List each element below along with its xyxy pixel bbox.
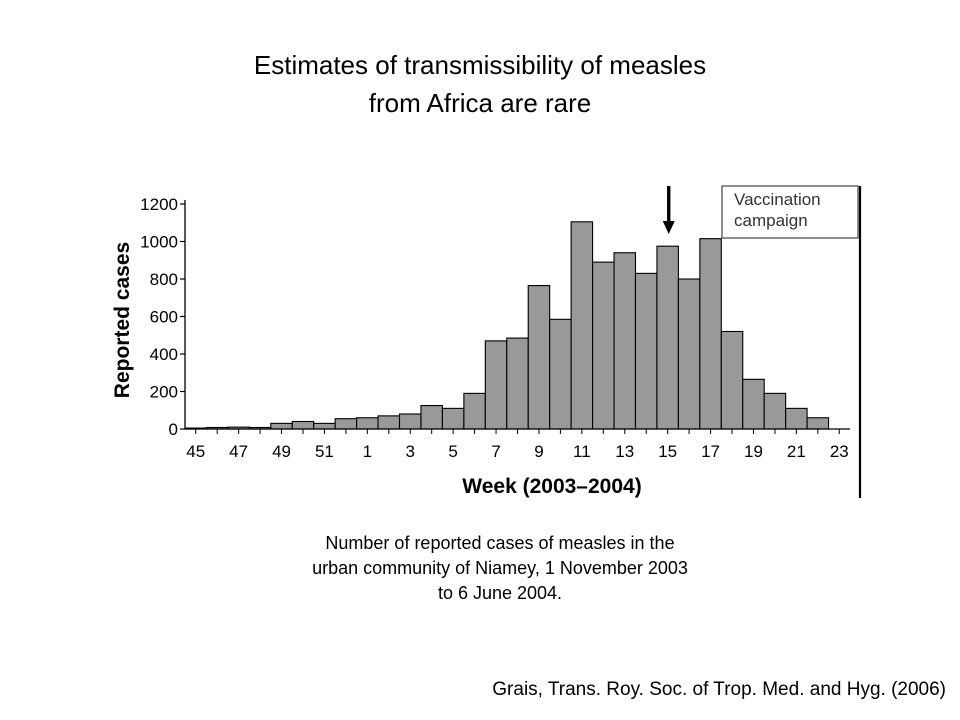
caption-line-1: Number of reported cases of measles in t… [325, 533, 675, 553]
bar-week-14 [634, 272, 658, 430]
x-tick-label: 5 [448, 442, 457, 461]
bar-week-50 [291, 420, 315, 430]
x-tick-label: 23 [830, 442, 849, 461]
vaccination-label-line-2: campaign [734, 211, 808, 230]
bar-week-51 [313, 422, 336, 430]
y-tick-label: 400 [150, 345, 178, 364]
x-tick-label: 19 [744, 442, 763, 461]
y-tick-label: 200 [150, 383, 178, 402]
x-tick-label: 7 [491, 442, 500, 461]
x-tick-label: 47 [229, 442, 248, 461]
y-tick-label: 800 [150, 270, 178, 289]
plot-area [184, 221, 830, 430]
caption-line-2: urban community of Niamey, 1 November 20… [312, 558, 688, 578]
y-tick-label: 1200 [140, 195, 178, 214]
slide-title-line-2: from Africa are rare [368, 88, 592, 118]
bar-week-17 [699, 238, 722, 430]
bar-week-2 [377, 415, 401, 430]
x-tick-label: 51 [315, 442, 334, 461]
bar-week-6 [463, 392, 486, 430]
bar-week-16 [677, 278, 701, 430]
y-tick-label: 0 [169, 420, 178, 439]
y-axis-label: Reported cases [111, 242, 134, 398]
figure-caption: Number of reported cases of measles in t… [230, 531, 770, 606]
slide-title: Estimates of transmissibility of measles… [0, 46, 960, 122]
x-tick-label: 13 [615, 442, 634, 461]
bar-week-1 [356, 417, 379, 430]
slide-title-line-1: Estimates of transmissibility of measles [253, 50, 707, 80]
y-tick-label: 1000 [140, 233, 178, 252]
x-tick-label: 21 [787, 442, 806, 461]
bar-week-15 [656, 245, 679, 430]
bar-week-20 [763, 392, 787, 430]
vaccination-arrow-head [662, 221, 675, 234]
bar-week-19 [742, 378, 765, 430]
bar-week-22 [806, 417, 830, 430]
bar-week-8 [506, 337, 529, 430]
bar-week-4 [420, 405, 443, 430]
reported-cases-chart: 0 200 400 600 800 1000 1200 45 47 49 51 1 3 5 7 9 11 13 1… [100, 176, 880, 506]
bar-week-9 [527, 285, 551, 430]
x-tick-label: 3 [406, 442, 415, 461]
bar-week-11 [570, 221, 594, 430]
bar-week-52 [334, 418, 358, 430]
bar-week-49 [270, 422, 293, 430]
bar-week-18 [720, 330, 744, 430]
x-tick-label: 9 [534, 442, 543, 461]
x-axis: 45 47 49 51 1 3 5 7 9 11 13 15 17 19 21 23 [185, 428, 850, 461]
bar-week-5 [441, 407, 465, 430]
y-axis: 0 200 400 600 800 1000 1200 [140, 195, 186, 439]
vaccination-label-box [721, 185, 859, 239]
x-tick-label: 17 [701, 442, 720, 461]
x-tick-label: 11 [573, 442, 591, 461]
bar-week-12 [592, 261, 615, 430]
x-axis-label: Week (2003–2004) [462, 475, 641, 498]
bar-week-13 [613, 252, 637, 430]
bar-week-7 [484, 340, 508, 430]
x-tick-label: 45 [186, 442, 205, 461]
vaccination-annotation: Vaccination campaign [662, 185, 862, 498]
vaccination-label-line-1: Vaccination [734, 190, 821, 209]
bar-week-10 [549, 318, 572, 430]
bar-week-3 [398, 413, 422, 430]
bar-week-21 [785, 407, 808, 430]
caption-line-3: to 6 June 2004. [437, 583, 563, 603]
x-tick-label: 1 [363, 442, 372, 461]
x-tick-label: 49 [272, 442, 291, 461]
x-tick-label: 15 [658, 442, 677, 461]
y-tick-label: 600 [150, 308, 178, 327]
citation: Grais, Trans. Roy. Soc. of Trop. Med. an… [492, 679, 946, 700]
